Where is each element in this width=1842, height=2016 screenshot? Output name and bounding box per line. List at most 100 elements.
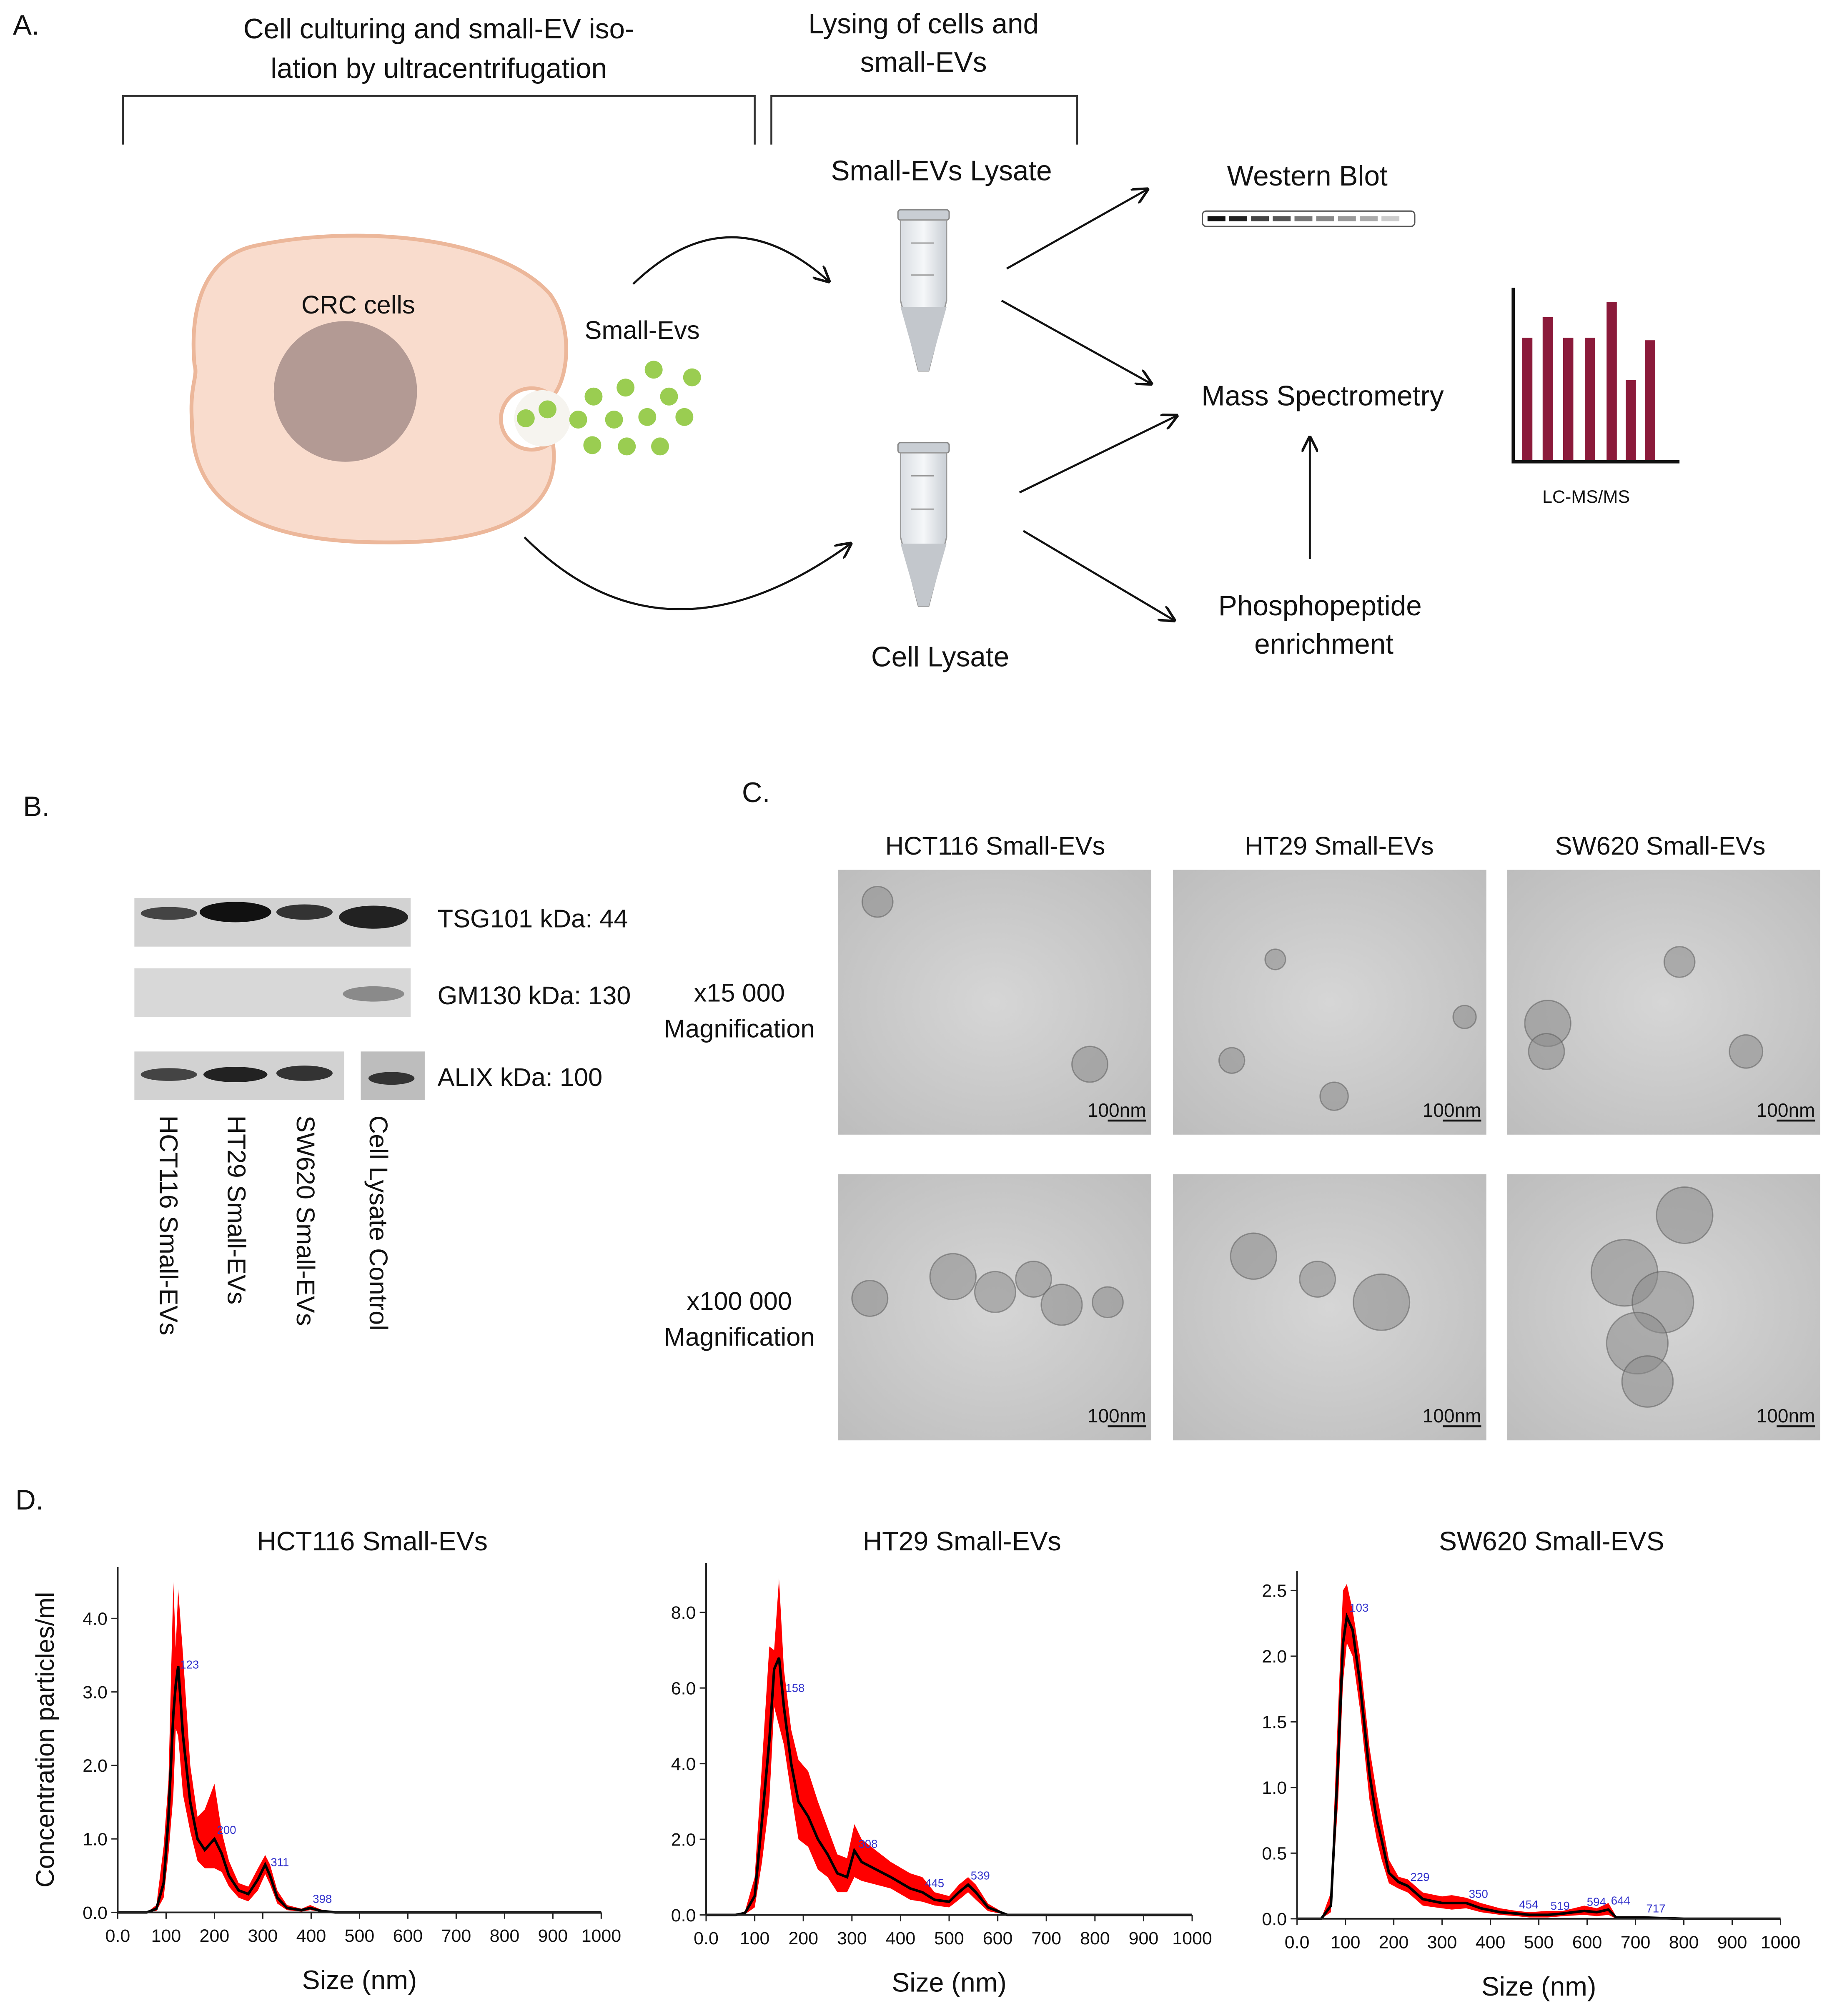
x-tick-label: 500 [1524, 1932, 1554, 1952]
lane-label: SW620 Small-EVs [291, 1116, 320, 1326]
panel-label: A. [13, 10, 40, 41]
y-tick-label: 0.0 [83, 1903, 108, 1923]
chart: SW620 Small-EVS 103 229 350 454 519 594 644 717 0… [1262, 1526, 1800, 2001]
x-tick-label: 300 [837, 1928, 867, 1948]
tube [897, 209, 950, 372]
tube-label: Cell Lysate [871, 642, 1009, 673]
lane-label: HCT116 Small-EVs [154, 1116, 183, 1335]
arrow [632, 236, 829, 285]
x-tick-label: 900 [1717, 1932, 1747, 1952]
y-tick-label: 4.0 [83, 1609, 108, 1629]
bracket [122, 95, 756, 145]
panel-label: D. [15, 1484, 44, 1516]
band-label: GM130 kDa: 130 [438, 981, 631, 1010]
mean-line [706, 1657, 1193, 1916]
error-band [706, 1578, 1193, 1915]
x-tick-label: 700 [1621, 1932, 1651, 1952]
method-label: Mass Spectrometry [1201, 381, 1444, 412]
column-label: SW620 Small-EVs [1555, 832, 1766, 860]
panel-label: C. [742, 777, 770, 808]
x-tick-label: 600 [983, 1928, 1013, 1948]
panel-label: B. [23, 791, 50, 822]
blot-icon [1202, 210, 1416, 227]
x-tick-label: 400 [1476, 1932, 1506, 1952]
panel-c: C. HCT116 Small-EVs HT29 Small-EVs SW620… [664, 777, 1820, 1441]
scale-bar-label: 100nm [1423, 1099, 1481, 1121]
icon-label: LC-MS/MS [1542, 487, 1630, 507]
y-tick-label: 2.0 [83, 1756, 108, 1776]
x-tick-label: 100 [151, 1926, 181, 1946]
peak-label: 539 [971, 1869, 990, 1882]
x-tick-label: 700 [441, 1926, 471, 1946]
peak-label: 123 [180, 1658, 199, 1671]
chart-title: HCT116 Small-EVs [257, 1526, 488, 1556]
x-tick-label: 0.0 [694, 1928, 719, 1948]
tube-label: Small-EVs Lysate [831, 155, 1052, 187]
x-tick-label: 1000 [1761, 1932, 1801, 1952]
y-tick-label: 2.5 [1262, 1581, 1287, 1601]
x-tick-label: 600 [1572, 1932, 1602, 1952]
x-tick-label: 200 [200, 1926, 230, 1946]
peak-label: 644 [1611, 1894, 1630, 1907]
y-tick-label: 1.5 [1262, 1713, 1287, 1733]
x-axis-title: Size (nm) [892, 1968, 1007, 1998]
scale-bar-label: 100nm [1757, 1405, 1815, 1427]
scale-bar-label: 100nm [1423, 1405, 1481, 1427]
method-label: Phosphopeptide [1218, 590, 1422, 622]
micrographs [838, 870, 1820, 1441]
row-label: x100 000 [687, 1287, 792, 1316]
peak-label: 454 [1519, 1898, 1538, 1911]
lane-label: HT29 Small-EVs [222, 1116, 251, 1304]
column-label: HCT116 Small-EVs [885, 832, 1105, 860]
x-tick-label: 800 [1080, 1928, 1110, 1948]
mean-line [1297, 1612, 1781, 1920]
x-tick-label: 900 [538, 1926, 568, 1946]
x-tick-label: 800 [490, 1926, 520, 1946]
y-tick-label: 0.0 [671, 1906, 696, 1926]
x-tick-label: 900 [1129, 1928, 1159, 1948]
x-tick-label: 200 [1379, 1932, 1409, 1952]
vesicles [516, 361, 701, 456]
panel-d: D. [15, 1484, 44, 1516]
bracket [770, 95, 1078, 145]
peak-label: 717 [1646, 1902, 1665, 1915]
peak-label: 103 [1349, 1601, 1368, 1614]
peak-label: 229 [1410, 1871, 1429, 1883]
peak-label: 158 [785, 1682, 804, 1695]
x-tick-label: 1000 [581, 1926, 622, 1946]
cell-label: CRC cells [301, 291, 415, 319]
arrow [524, 537, 850, 610]
y-tick-label: 8.0 [671, 1603, 696, 1623]
x-tick-label: 500 [934, 1928, 964, 1948]
y-axis-title: Concentration particles/ml [31, 1592, 60, 1888]
peak-label: 308 [858, 1838, 877, 1851]
peak-label: 311 [271, 1856, 289, 1868]
y-tick-label: 1.0 [1262, 1778, 1287, 1798]
y-tick-label: 0.0 [1262, 1909, 1287, 1929]
peak-label: 398 [313, 1893, 332, 1906]
y-tick-label: 2.0 [671, 1830, 696, 1850]
band-label: ALIX kDa: 100 [438, 1063, 603, 1092]
step-label: Lysing of cells and [808, 8, 1039, 40]
error-band [1297, 1584, 1781, 1919]
panel-b: B. TSG101 kDa: 44 GM130 kDa: 130 ALIX kD… [23, 791, 631, 1335]
x-tick-label: 500 [345, 1926, 375, 1946]
scale-bar-label: 100nm [1088, 1099, 1146, 1121]
x-tick-label: 1000 [1172, 1928, 1212, 1948]
x-tick-label: 300 [1427, 1932, 1457, 1952]
blot [134, 898, 425, 1100]
peak-label: 200 [217, 1823, 236, 1836]
x-tick-label: 400 [296, 1926, 326, 1946]
scale-bar-label: 100nm [1088, 1405, 1146, 1427]
y-tick-label: 1.0 [83, 1830, 108, 1850]
panel-a: A. Cell culturing and small-EV iso- lati… [13, 8, 1680, 673]
row-label: x15 000 [694, 979, 785, 1008]
y-tick-label: 2.0 [1262, 1647, 1287, 1667]
ms-icon [1511, 288, 1680, 464]
x-axis-title: Size (nm) [1481, 1971, 1596, 2001]
scale-bar-label: 100nm [1757, 1099, 1815, 1121]
x-tick-label: 0.0 [105, 1926, 130, 1946]
mean-line [118, 1666, 601, 1914]
chart-title: HT29 Small-EVs [863, 1526, 1061, 1556]
